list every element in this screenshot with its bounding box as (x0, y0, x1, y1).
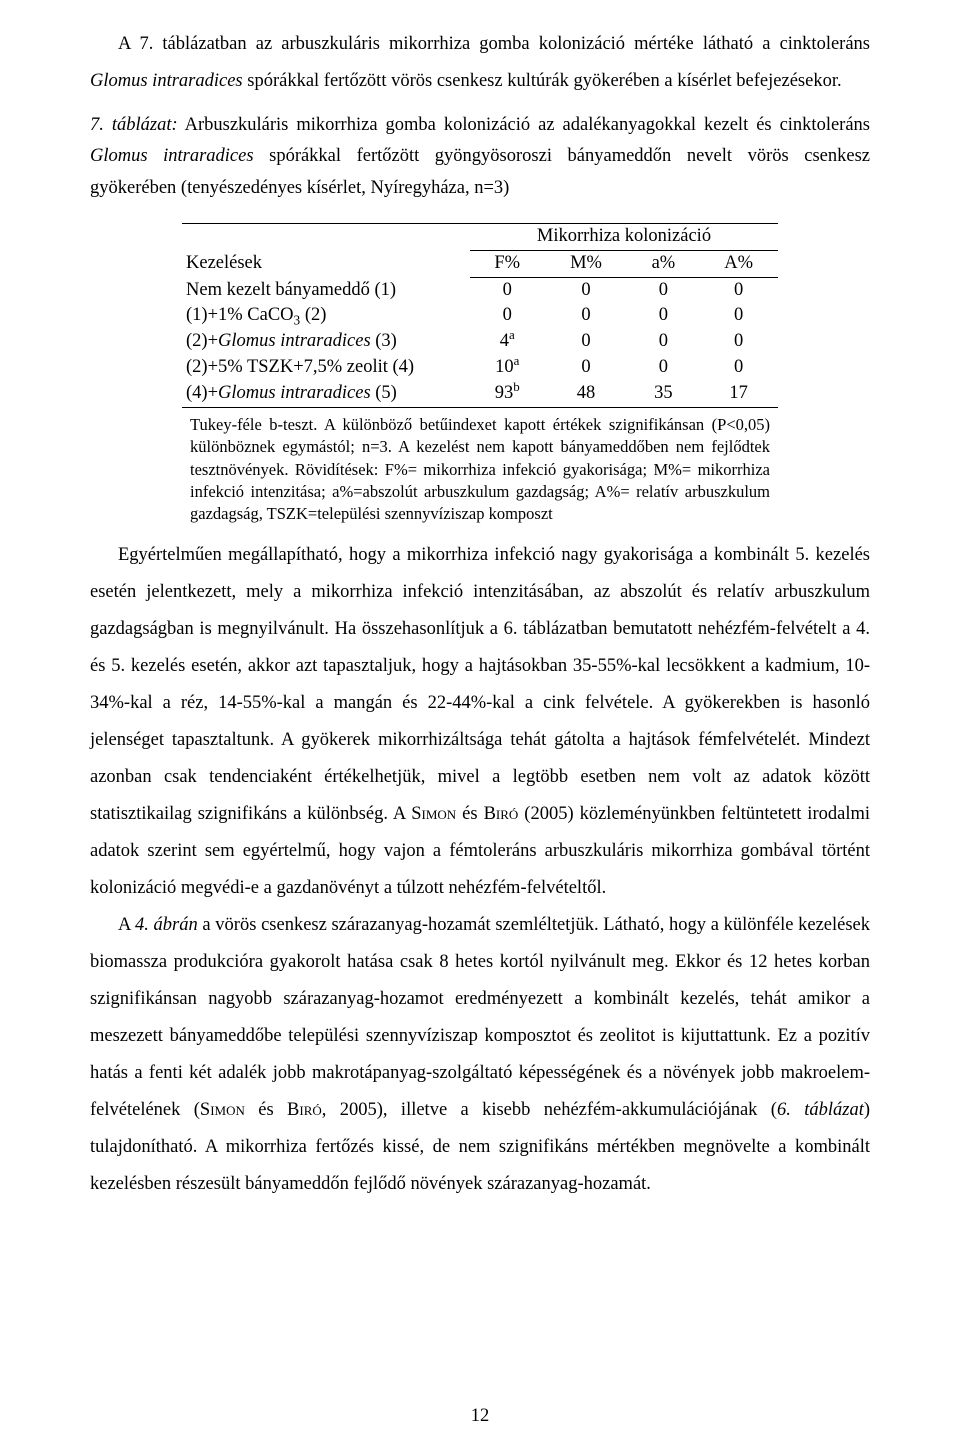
intro-text-a: A 7. táblázatban az arbuszkuláris mikorr… (118, 34, 870, 54)
body-paragraph-1: Egyértelműen megállapítható, hogy a miko… (90, 537, 870, 907)
row2-v1: 0 (545, 303, 628, 329)
row3-v0-s: a (509, 327, 515, 342)
row3-v2: 0 (628, 329, 700, 355)
author-ref-1b: Biró (484, 804, 519, 824)
table-row: (1)+1% CaCO3 (2) 0 0 0 0 (182, 303, 778, 329)
table-caption-body-1: Arbuszkuláris mikorrhiza gomba kolonizác… (178, 115, 870, 135)
row2-label: (1)+1% CaCO3 (2) (182, 303, 470, 329)
body1-b: és (456, 804, 483, 824)
row5-v1: 48 (545, 381, 628, 407)
body2-b: a vörös csenkesz szárazanyag-hozamát sze… (90, 915, 870, 1120)
row4-label: (2)+5% TSZK+7,5% zeolit (4) (182, 355, 470, 381)
body2-em2: 6. táblázat (777, 1100, 864, 1120)
table-caption-prefix: 7. táblázat: (90, 115, 178, 135)
th-group: Mikorrhiza kolonizáció (470, 223, 778, 250)
row3-label-b: (3) (371, 331, 397, 351)
row2-v2: 0 (628, 303, 700, 329)
row1-v3: 0 (699, 277, 778, 303)
row2-label-b: (2) (300, 305, 326, 325)
author-ref-2b: Biró (287, 1100, 322, 1120)
row1-label: Nem kezelt bányameddő (1) (182, 277, 470, 303)
body2-em1: 4. ábrán (135, 915, 198, 935)
body-paragraph-2: A 4. ábrán a vörös csenkesz szárazanyag-… (90, 907, 870, 1203)
row3-v0: 4a (470, 329, 545, 355)
page: A 7. táblázatban az arbuszkuláris mikorr… (0, 0, 960, 1451)
page-number: 12 (0, 1406, 960, 1427)
th-f: F% (470, 250, 545, 277)
table-wrap: Kezelések Mikorrhiza kolonizáció F% M% a… (90, 223, 870, 408)
row4-v0-n: 10 (495, 357, 514, 377)
row5-v0-s: b (513, 379, 519, 394)
table-header-row-1: Kezelések Mikorrhiza kolonizáció (182, 223, 778, 250)
row3-v3: 0 (699, 329, 778, 355)
row3-v0-n: 4 (500, 331, 509, 351)
kolonizacio-table: Kezelések Mikorrhiza kolonizáció F% M% a… (182, 223, 778, 408)
row3-v1: 0 (545, 329, 628, 355)
body1-a: Egyértelműen megállapítható, hogy a miko… (90, 545, 870, 824)
table-caption-em: Glomus intraradices (90, 146, 254, 166)
row5-v0-n: 93 (495, 383, 514, 403)
th-kezelesek: Kezelések (182, 223, 470, 277)
intro-em: Glomus intraradices (90, 71, 243, 91)
row1-v0: 0 (470, 277, 545, 303)
th-a-lower: a% (628, 250, 700, 277)
row5-label: (4)+Glomus intraradices (5) (182, 381, 470, 407)
intro-paragraph: A 7. táblázatban az arbuszkuláris mikorr… (90, 26, 870, 100)
body2-d: , 2005), illetve a kisebb nehézfém-akkum… (322, 1100, 777, 1120)
row5-v3: 17 (699, 381, 778, 407)
row4-v2: 0 (628, 355, 700, 381)
table-row: (4)+Glomus intraradices (5) 93b 48 35 17 (182, 381, 778, 407)
body2-c: és (245, 1100, 287, 1120)
row2-v3: 0 (699, 303, 778, 329)
table-row: Nem kezelt bányameddő (1) 0 0 0 0 (182, 277, 778, 303)
row2-v0: 0 (470, 303, 545, 329)
row5-label-b: (5) (371, 383, 397, 403)
row4-v3: 0 (699, 355, 778, 381)
row2-label-a: (1)+1% CaCO (186, 305, 294, 325)
row5-v0: 93b (470, 381, 545, 407)
body2-a: A (118, 915, 135, 935)
row3-label: (2)+Glomus intraradices (3) (182, 329, 470, 355)
row5-label-a: (4)+ (186, 383, 218, 403)
author-ref-1a: Simon (411, 804, 456, 824)
row4-v0: 10a (470, 355, 545, 381)
table-caption: 7. táblázat: Arbuszkuláris mikorrhiza go… (90, 110, 870, 204)
row4-v1: 0 (545, 355, 628, 381)
row5-v2: 35 (628, 381, 700, 407)
th-a-upper: A% (699, 250, 778, 277)
author-ref-2a: Simon (200, 1100, 245, 1120)
th-m: M% (545, 250, 628, 277)
table-row: (2)+5% TSZK+7,5% zeolit (4) 10a 0 0 0 (182, 355, 778, 381)
row1-v2: 0 (628, 277, 700, 303)
intro-text-b: spórákkal fertőzött vörös csenkesz kultú… (243, 71, 842, 91)
row5-label-em: Glomus intraradices (218, 383, 371, 403)
table-note: Tukey-féle b-teszt. A különböző betűinde… (190, 414, 770, 525)
row1-v1: 0 (545, 277, 628, 303)
row3-label-a: (2)+ (186, 331, 218, 351)
row3-label-em: Glomus intraradices (218, 331, 371, 351)
table-row: (2)+Glomus intraradices (3) 4a 0 0 0 (182, 329, 778, 355)
row4-v0-s: a (514, 353, 520, 368)
